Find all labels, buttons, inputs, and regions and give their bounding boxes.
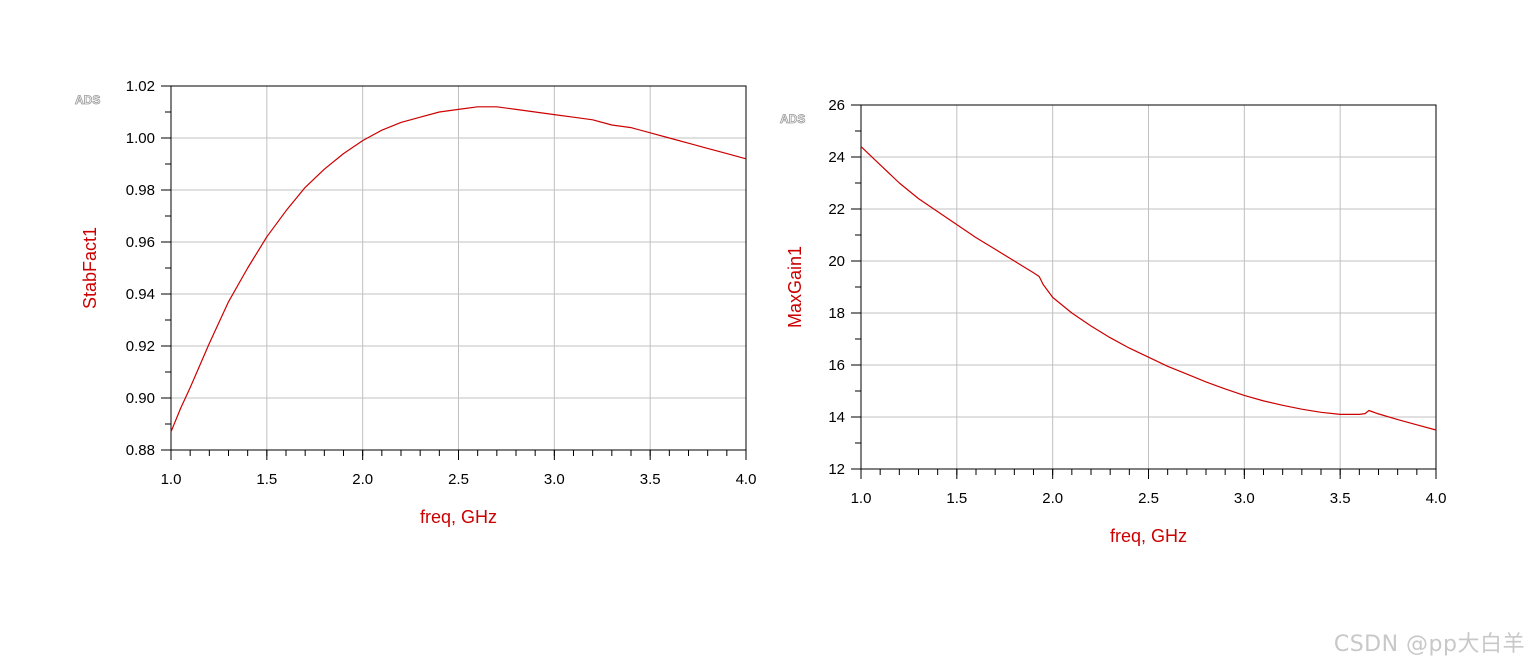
x-tick-label: 3.0 [1234,490,1255,507]
y-tick-label: 22 [828,201,845,218]
y-tick-label: 1.00 [126,130,155,147]
x-tick-label: 2.0 [352,471,373,488]
chart-1: 1.0 1.5 2.0 2.5 3.0 3.5 4.0 0.88 0.90 0.92 0.94 0.9… [75,78,757,527]
ads-stamp: ADS [75,93,100,107]
plot-frame [170,85,747,451]
ads-stamp: ADS [780,112,805,126]
x-tick-label: 4.0 [736,471,757,488]
x-axis-label: freq, GHz [420,507,497,527]
y-tick-label: 0.90 [126,390,155,407]
x-tick-label: 1.5 [256,471,277,488]
y-tick-label: 12 [828,461,845,478]
x-tick-label: 1.0 [851,490,872,507]
y-tick-label: 0.98 [126,182,155,199]
y-tick-label: 18 [828,305,845,322]
y-tick-label: 20 [828,253,845,270]
x-tick-label: 2.0 [1042,490,1063,507]
y-axis-label: MaxGain1 [785,246,805,328]
x-tick-label: 1.5 [946,490,967,507]
y-tick-label: 0.96 [126,234,155,251]
plot-frame [860,104,1437,470]
x-tick-label: 3.5 [1330,490,1351,507]
x-tick-label: 3.5 [640,471,661,488]
series-line-1 [170,106,747,433]
csdn-watermark: CSDN @pp大白羊 [1333,632,1525,657]
y-tick-label: 0.92 [126,338,155,355]
y-tick-label: 16 [828,357,845,374]
y-tick-label: 24 [828,149,845,166]
y-tick-label: 1.02 [126,78,155,95]
x-tick-label: 2.5 [1138,490,1159,507]
series-line-1 [860,146,1437,431]
y-axis-label: StabFact1 [80,227,100,309]
x-axis-label: freq, GHz [1110,526,1187,546]
y-tick-label: 0.94 [126,286,155,303]
x-tick-label: 3.0 [544,471,565,488]
x-tick-label: 1.0 [161,471,182,488]
y-tick-label: 0.88 [126,442,155,459]
x-tick-label: 4.0 [1426,490,1447,507]
y-tick-label: 14 [828,409,845,426]
y-tick-label: 26 [828,97,845,114]
x-tick-label: 2.5 [448,471,469,488]
chart-2: 1.0 1.5 2.0 2.5 3.0 3.5 4.0 12 14 16 18 20 22 24 26 ADS… [780,97,1447,546]
